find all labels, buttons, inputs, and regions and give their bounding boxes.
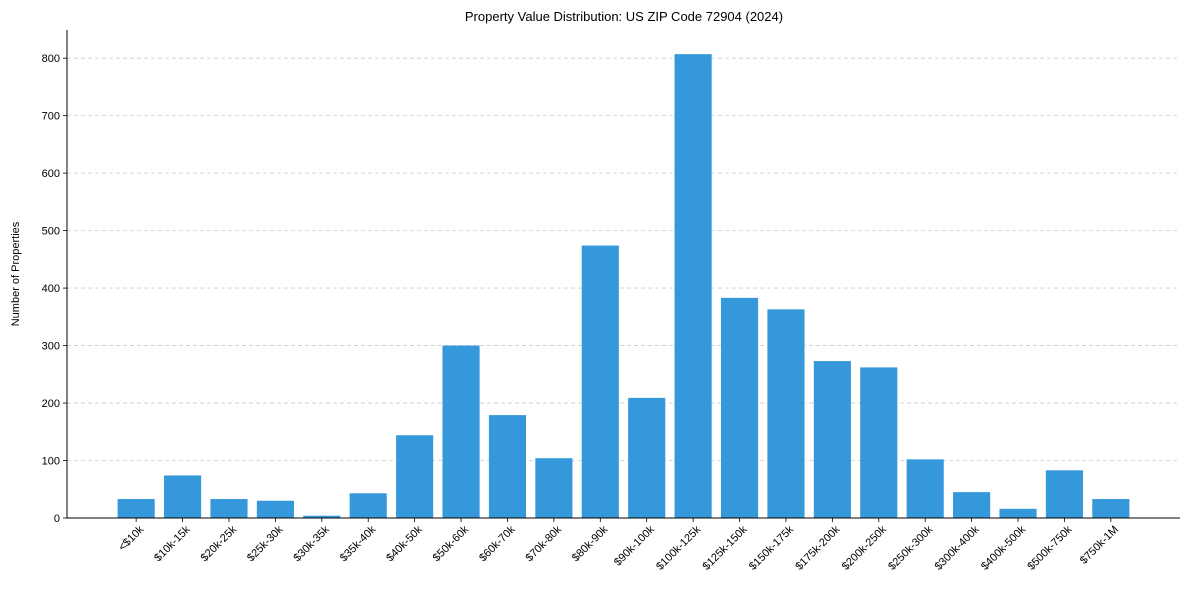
x-tick-label: $250k-300k xyxy=(886,523,935,572)
bar xyxy=(674,54,712,518)
y-tick-label: 400 xyxy=(42,283,60,295)
x-tick-label: $400k-500k xyxy=(979,523,1028,572)
bar xyxy=(210,499,248,518)
x-tick-label: $10k-15k xyxy=(152,523,193,564)
x-tick-label: $20k-25k xyxy=(199,523,240,564)
y-axis: 0 100 200 300 400 500 600 700 800 xyxy=(42,30,68,525)
x-tick-label: $80k-90k xyxy=(570,523,611,564)
bar xyxy=(488,415,527,518)
bar xyxy=(581,245,619,518)
x-tick-label: $125k-150k xyxy=(701,523,750,572)
bar xyxy=(720,297,759,518)
y-tick-label: 800 xyxy=(42,53,60,65)
bar xyxy=(1045,470,1083,518)
x-tick-label: $35k-40k xyxy=(338,523,379,564)
bar xyxy=(442,345,480,518)
y-tick-label: 600 xyxy=(42,168,60,180)
x-tick-label: $200k-250k xyxy=(840,523,889,572)
y-tick-label: 700 xyxy=(42,111,60,123)
x-tick-label: $25k-30k xyxy=(245,523,286,564)
bar xyxy=(628,397,666,518)
x-tick-label: $90k-100k xyxy=(612,523,657,568)
x-tick-label: $750k-1M xyxy=(1078,524,1121,567)
y-tick-label: 500 xyxy=(42,226,60,238)
y-tick-label: 300 xyxy=(42,341,60,353)
x-tick-label: <$10k xyxy=(116,523,146,553)
bar xyxy=(1092,499,1130,518)
x-tick-label: $60k-70k xyxy=(477,523,518,564)
x-tick-label: $50k-60k xyxy=(431,523,472,564)
bar xyxy=(396,435,434,518)
y-tick-label: 200 xyxy=(42,398,60,410)
bar xyxy=(906,459,944,518)
bar xyxy=(535,458,573,518)
bars xyxy=(117,54,1130,518)
bar xyxy=(164,475,202,518)
x-tick-label: $30k-35k xyxy=(291,523,332,564)
bar xyxy=(953,492,991,518)
y-axis-label: Number of Properties xyxy=(10,221,22,326)
bar xyxy=(860,367,898,518)
bar xyxy=(303,515,341,518)
y-tick-label: 0 xyxy=(54,513,60,525)
x-axis: <$10k $10k-15k $20k-25k $25k-30k $30k-35k $35… xyxy=(67,517,1180,573)
x-tick-label: $175k-200k xyxy=(793,523,842,572)
bar xyxy=(256,500,294,518)
bar xyxy=(767,309,805,518)
y-gridlines xyxy=(67,57,1180,461)
bar xyxy=(813,361,851,518)
bar xyxy=(999,508,1037,518)
x-tick-label: $40k-50k xyxy=(384,523,425,564)
x-tick-label: $300k-400k xyxy=(933,523,982,572)
x-tick-label: $150k-175k xyxy=(747,523,796,572)
chart-title: Property Value Distribution: US ZIP Code… xyxy=(465,9,783,24)
x-tick-label: $100k-125k xyxy=(654,523,703,572)
bar xyxy=(117,499,155,518)
y-tick-label: 100 xyxy=(42,456,60,468)
x-tick-label: $500k-750k xyxy=(1025,523,1074,572)
bar xyxy=(349,493,387,518)
x-tick-label: $70k-80k xyxy=(524,523,565,564)
